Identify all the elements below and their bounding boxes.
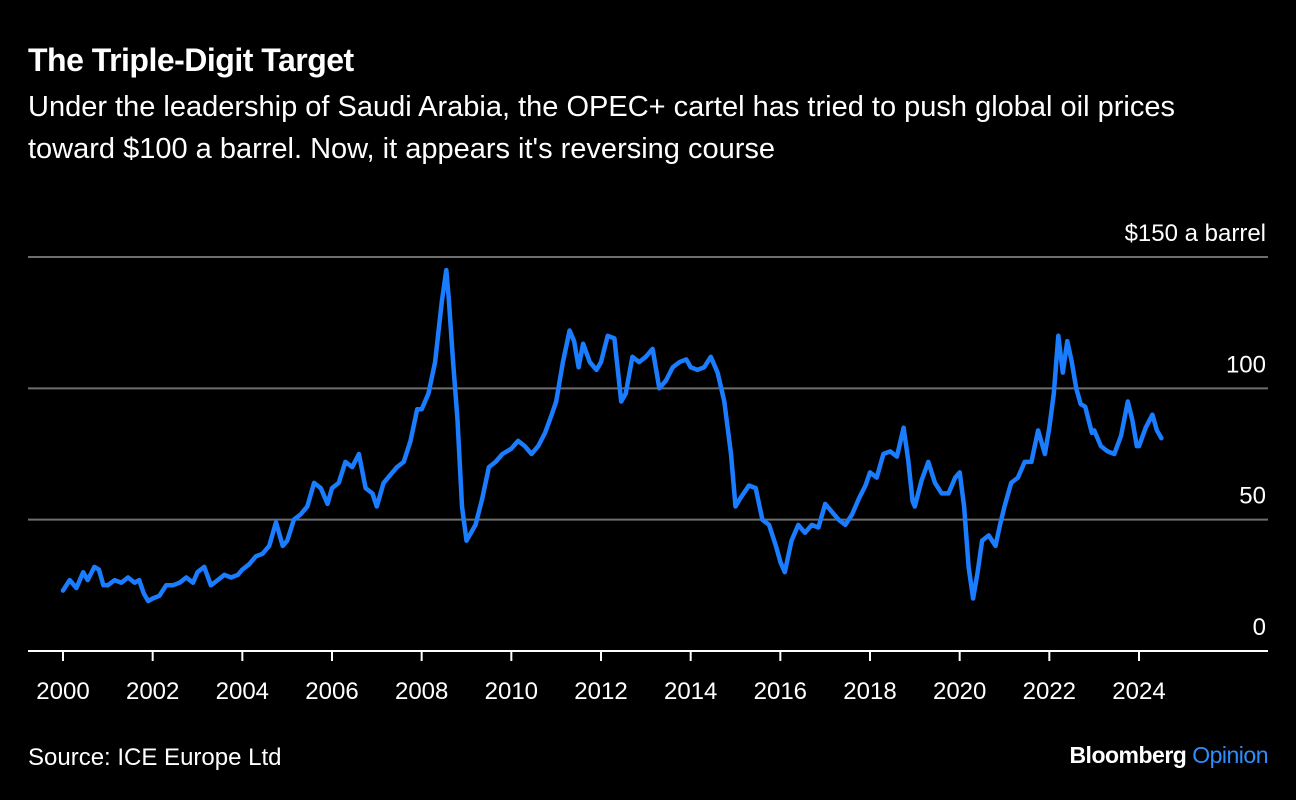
y-tick-label-50: 50 <box>1239 483 1266 510</box>
x-axis: 2000 2002 2004 2006 2008 2010 2012 2014 2016 2018… <box>36 651 1166 705</box>
x-tick-label-2016: 2016 <box>754 678 807 705</box>
source-note: Source: ICE Europe Ltd <box>28 744 282 771</box>
brand-sub: Opinion <box>1192 742 1268 768</box>
y-tick-label-0: 0 <box>1253 614 1266 641</box>
x-tick-label-2008: 2008 <box>395 678 448 705</box>
x-tick-label-2004: 2004 <box>216 678 269 705</box>
x-tick-label-2014: 2014 <box>664 678 717 705</box>
y-axis-labels: 0 50 100 $150 a barrel <box>1125 220 1266 641</box>
brand-name: Bloomberg <box>1069 742 1187 768</box>
x-tick-label-2002: 2002 <box>126 678 179 705</box>
x-tick-label-2024: 2024 <box>1112 678 1165 705</box>
x-tick-label-2018: 2018 <box>843 678 896 705</box>
gridlines <box>28 256 1268 652</box>
chart-title: The Triple-Digit Target <box>28 42 354 78</box>
x-tick-label-2012: 2012 <box>574 678 627 705</box>
y-tick-label-100: 100 <box>1226 351 1266 378</box>
x-tick-label-2022: 2022 <box>1023 678 1076 705</box>
x-tick-label-2006: 2006 <box>305 678 358 705</box>
x-tick-label-2010: 2010 <box>485 678 538 705</box>
brand-logo: Bloomberg Opinion <box>1069 742 1268 769</box>
x-tick-label-2000: 2000 <box>36 678 89 705</box>
series-group <box>60 267 1164 604</box>
x-tick-label-2020: 2020 <box>933 678 986 705</box>
y-tick-label-150: $150 a barrel <box>1125 220 1266 247</box>
series-line-0 <box>60 267 1164 604</box>
chart-subtitle: Under the leadership of Saudi Arabia, th… <box>28 91 1175 165</box>
